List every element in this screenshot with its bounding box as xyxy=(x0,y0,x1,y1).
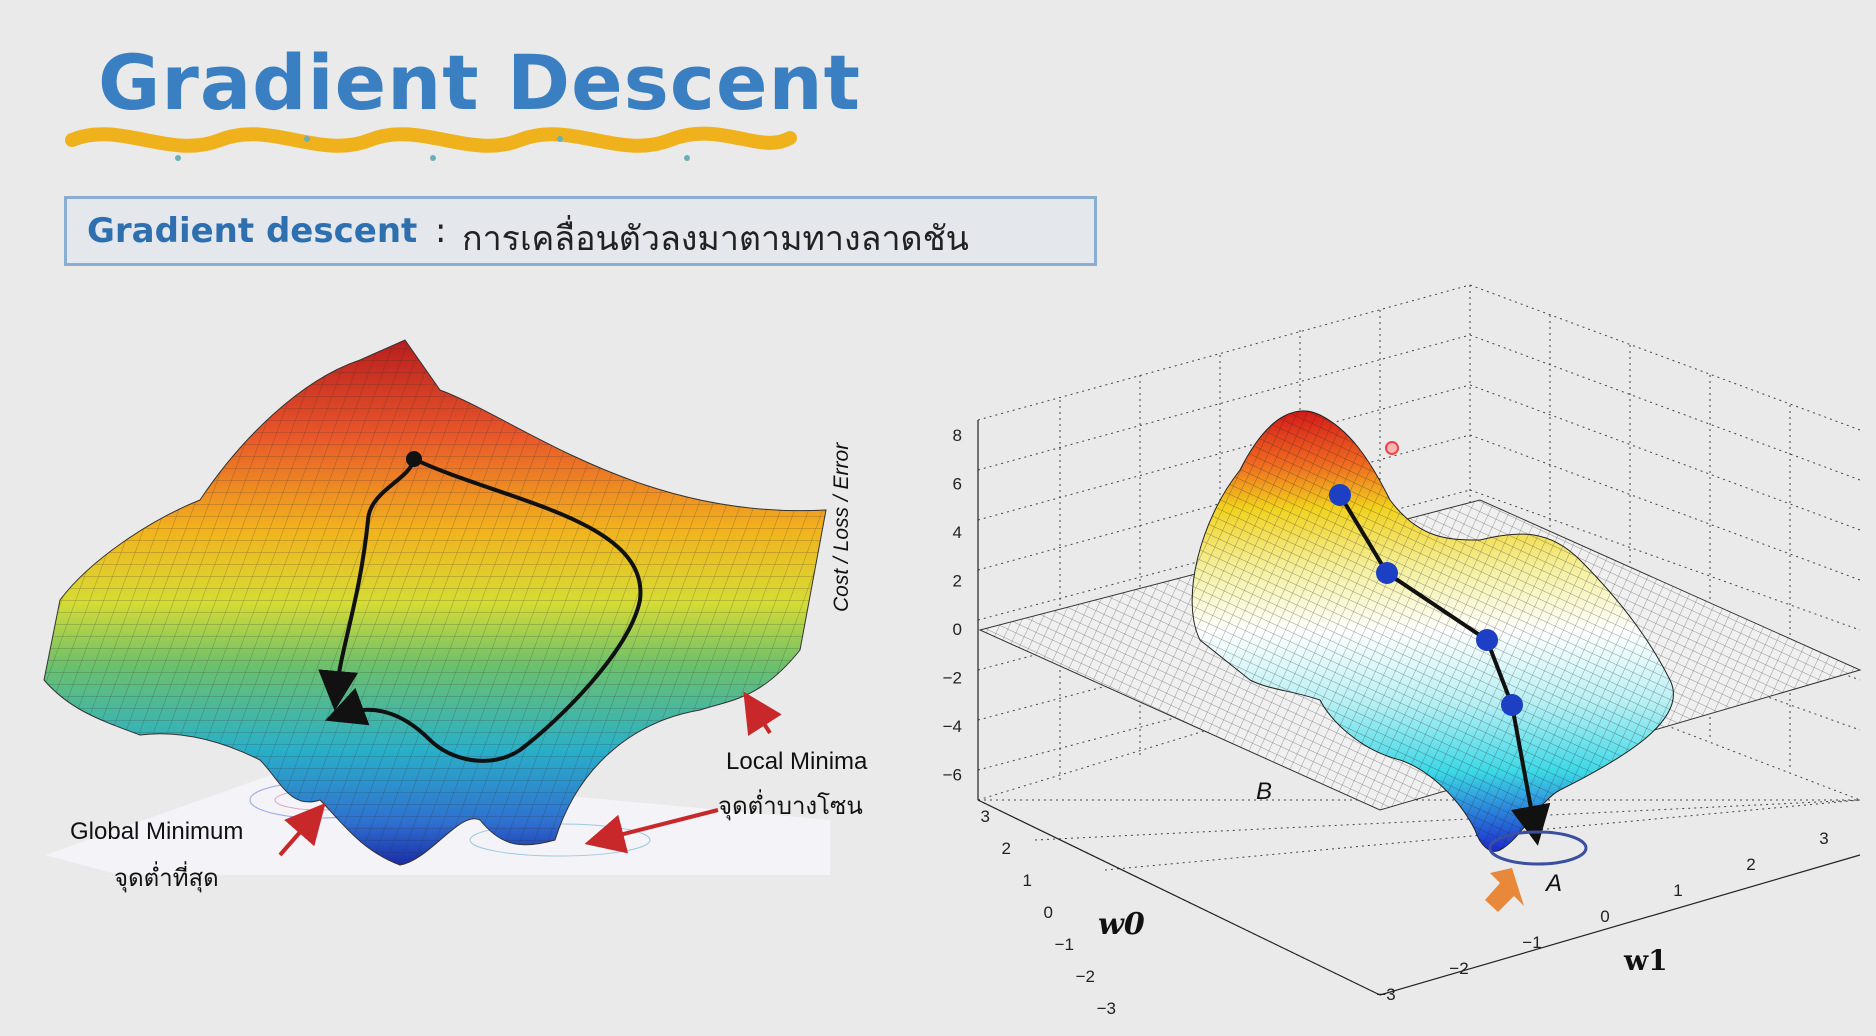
global-minimum-thai-label: จุดต่ำที่สุด xyxy=(114,865,219,892)
w0-axis-tick-label: −3 xyxy=(1097,999,1116,1018)
w0-axis-label: w0 xyxy=(1098,907,1145,942)
z-axis-tick-label: 6 xyxy=(953,475,962,494)
local-minima-thai-label: จุดต่ำบางโซน xyxy=(718,793,863,820)
w1-axis-tick-label: 3 xyxy=(1819,829,1828,848)
w1-axis-tick-label: 0 xyxy=(1600,907,1609,926)
left-surface-figure xyxy=(43,339,830,875)
z-axis-tick-label: −4 xyxy=(943,717,962,736)
local-minima-arrow xyxy=(584,808,719,854)
subtitle-box: Gradient descent : การเคลื่อนตัวลงมาตามท… xyxy=(64,196,1097,266)
wave-dot xyxy=(430,155,436,161)
point-a-label: A xyxy=(1546,870,1563,897)
z-axis-ticks: 8 6 4 2 0 −2 −4 −6 xyxy=(943,426,962,785)
local-minima-label: Local Minima xyxy=(726,748,868,775)
wave-dot xyxy=(175,155,181,161)
w0-axis-tick-label: 0 xyxy=(1044,903,1053,922)
descent-marker xyxy=(1329,484,1351,506)
w0-axis-tick-label: −2 xyxy=(1076,967,1095,986)
z-axis-tick-label: 2 xyxy=(953,572,962,591)
z-axis-label: Cost / Loss / Error xyxy=(830,442,853,612)
global-minimum-label: Global Minimum xyxy=(70,818,244,845)
wave-dot xyxy=(304,136,310,142)
minimum-ellipse xyxy=(1488,830,1588,866)
descent-marker xyxy=(1376,562,1398,584)
w1-axis-tick-label: 1 xyxy=(1673,881,1682,900)
w1-axis-tick-label: −2 xyxy=(1449,959,1468,978)
w1-axis-label: w1 xyxy=(1624,944,1668,977)
w0-axis-tick-label: −1 xyxy=(1055,935,1074,954)
point-b-label: B xyxy=(1256,778,1273,805)
descent-path-short xyxy=(318,458,416,711)
cursor-marker xyxy=(1385,441,1399,455)
w0-axis-tick-label: 3 xyxy=(981,807,990,826)
descent-marker xyxy=(1476,629,1498,651)
title-underline-wave xyxy=(65,126,797,153)
z-axis-tick-label: −6 xyxy=(943,766,962,785)
w1-axis-ticks: −3 −2 −1 0 1 2 3 xyxy=(1376,829,1828,1004)
local-minima-arrow xyxy=(743,691,782,737)
w1-axis-tick-label: −3 xyxy=(1376,985,1395,1004)
global-minimum-arrow xyxy=(278,802,326,857)
z-axis-tick-label: 0 xyxy=(953,620,962,639)
w1-axis-tick-label: 2 xyxy=(1746,855,1755,874)
subtitle-term: Gradient descent xyxy=(87,211,418,251)
z-axis-tick-label: −2 xyxy=(943,669,962,688)
descent-path-long xyxy=(325,457,643,763)
wave-dot xyxy=(684,155,690,161)
z-axis-tick-label: 8 xyxy=(953,426,962,445)
descent-marker xyxy=(1501,694,1523,716)
w0-axis-tick-label: 2 xyxy=(1002,839,1011,858)
page-title: Gradient Descent xyxy=(98,38,861,127)
orange-pointer xyxy=(1485,868,1524,912)
z-axis-tick-label: 4 xyxy=(953,523,962,542)
w0-axis-tick-label: 1 xyxy=(1023,871,1032,890)
subtitle-description: การเคลื่อนตัวลงมาตามทางลาดชัน xyxy=(462,219,969,259)
subtitle-separator: : xyxy=(435,211,447,251)
w1-axis-tick-label: −1 xyxy=(1522,933,1541,952)
wave-dot xyxy=(557,136,563,142)
